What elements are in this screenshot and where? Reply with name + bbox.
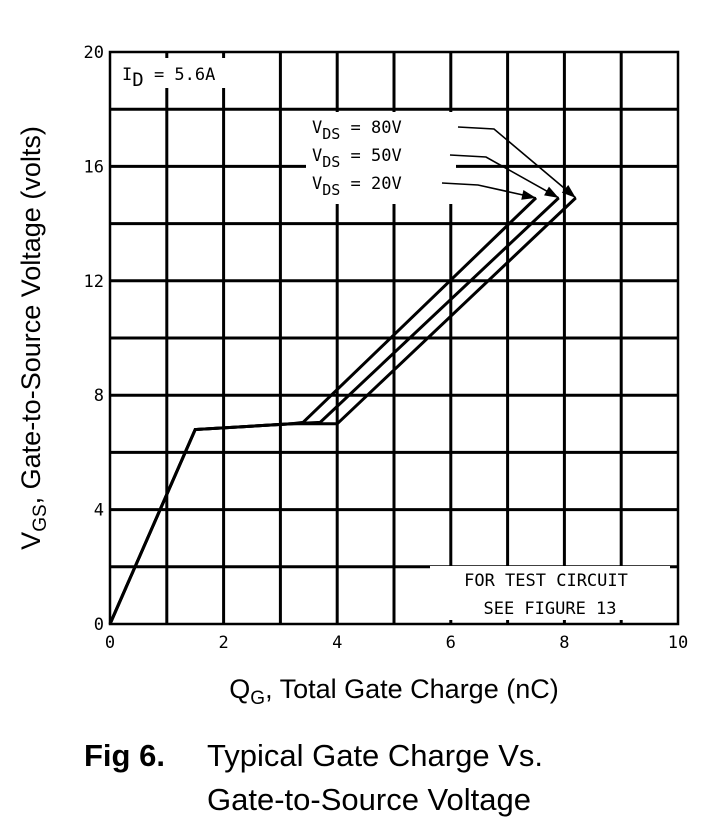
plot-frame [108, 50, 680, 626]
series-legend: VDS = 80V VDS = 50V VDS = 20V [312, 118, 577, 200]
figure-caption-line-1: Typical Gate Charge Vs. [207, 738, 543, 773]
x-tick-label: 6 [446, 633, 456, 653]
x-tick-label: 8 [559, 633, 569, 653]
series-line-1 [108, 196, 560, 625]
y-tick-label: 8 [94, 386, 104, 406]
legend-arrowhead-0 [561, 185, 576, 198]
y-tick-label: 4 [94, 501, 104, 521]
x-tick-label: 10 [668, 633, 688, 653]
y-tick-label: 20 [84, 43, 104, 63]
series-line-0 [108, 196, 577, 625]
annotation-line-1: FOR TEST CIRCUIT [464, 571, 628, 591]
legend-leader-1 [449, 154, 560, 199]
x-tick-label: 4 [332, 633, 342, 653]
legend-arrowhead-1 [544, 186, 559, 198]
condition-label: ID = 5.6A [122, 65, 215, 91]
legend-leader-2 [441, 182, 537, 199]
legend-label-2: VDS = 20V [312, 174, 402, 199]
legend-arrowhead-2 [521, 189, 536, 200]
x-axis-label: QG, Total Gate Charge (nC) [229, 674, 558, 709]
x-tick-label: 0 [105, 633, 115, 653]
figure-number: Fig 6. [84, 738, 165, 773]
x-tick-label: 2 [218, 633, 228, 653]
y-axis-label: VGS, Gate-to-Source Voltage (volts) [16, 126, 51, 550]
series-line-2 [108, 196, 538, 625]
y-tick-label: 12 [84, 272, 104, 292]
y-tick-label: 16 [84, 157, 104, 177]
figure-caption-line-2: Gate-to-Source Voltage [207, 782, 531, 817]
chart-series [108, 196, 577, 625]
legend-leader-0 [457, 126, 577, 199]
legend-label-0: VDS = 80V [312, 118, 402, 143]
legend-label-1: VDS = 50V [312, 146, 402, 171]
y-tick-label: 0 [94, 615, 104, 635]
tick-labels: 0 2 4 6 8 10 0 4 8 12 16 20 [84, 43, 689, 653]
annotation-line-2: SEE FIGURE 13 [483, 599, 616, 619]
